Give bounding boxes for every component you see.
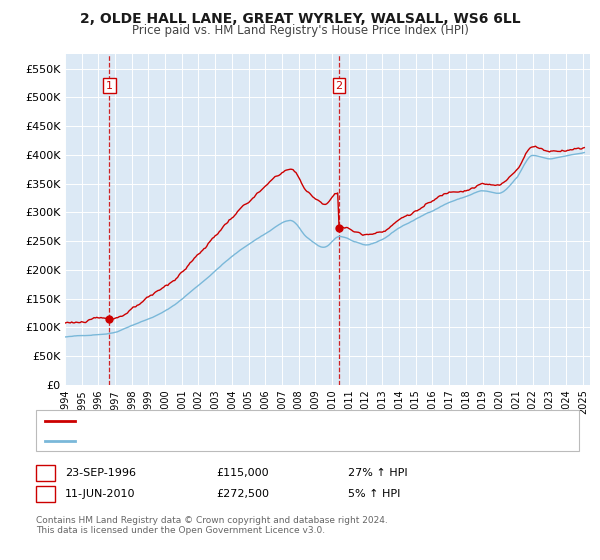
Text: This data is licensed under the Open Government Licence v3.0.: This data is licensed under the Open Gov… bbox=[36, 526, 325, 535]
Text: 23-SEP-1996: 23-SEP-1996 bbox=[65, 468, 136, 478]
Text: 2: 2 bbox=[42, 489, 49, 499]
Text: 27% ↑ HPI: 27% ↑ HPI bbox=[348, 468, 407, 478]
Text: 11-JUN-2010: 11-JUN-2010 bbox=[65, 489, 136, 499]
Text: 2: 2 bbox=[335, 81, 343, 91]
Text: 2, OLDE HALL LANE, GREAT WYRLEY, WALSALL, WS6 6LL: 2, OLDE HALL LANE, GREAT WYRLEY, WALSALL… bbox=[80, 12, 520, 26]
Text: £115,000: £115,000 bbox=[216, 468, 269, 478]
Text: Price paid vs. HM Land Registry's House Price Index (HPI): Price paid vs. HM Land Registry's House … bbox=[131, 24, 469, 37]
Text: 5% ↑ HPI: 5% ↑ HPI bbox=[348, 489, 400, 499]
Text: 1: 1 bbox=[106, 81, 113, 91]
Text: 2, OLDE HALL LANE, GREAT WYRLEY, WALSALL, WS6 6LL (detached house): 2, OLDE HALL LANE, GREAT WYRLEY, WALSALL… bbox=[81, 417, 470, 426]
Text: £272,500: £272,500 bbox=[216, 489, 269, 499]
Text: 1: 1 bbox=[42, 468, 49, 478]
Text: HPI: Average price, detached house, South Staffordshire: HPI: Average price, detached house, Sout… bbox=[81, 436, 375, 446]
Text: Contains HM Land Registry data © Crown copyright and database right 2024.: Contains HM Land Registry data © Crown c… bbox=[36, 516, 388, 525]
